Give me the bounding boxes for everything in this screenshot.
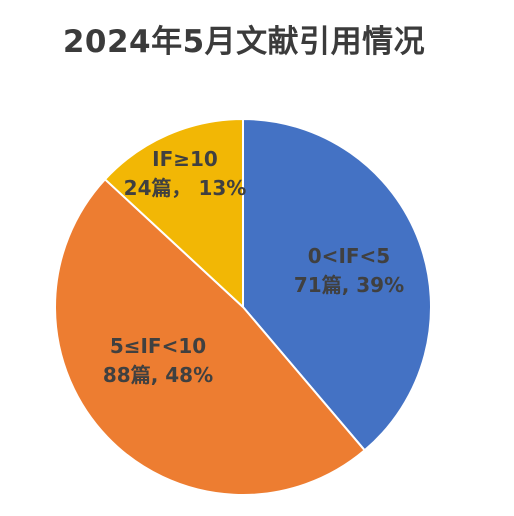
slice-category-label: 0<IF<5 <box>308 244 390 268</box>
pie-labels: 0<IF<5 71篇, 39% 5≤IF<10 88篇, 48% IF≥10 24篇， 1… <box>103 147 404 387</box>
pie-slice-ifge10 <box>104 118 244 308</box>
chart-title: 2024年5月文献引用情况 <box>62 24 426 60</box>
slice-category-label: IF≥10 <box>152 147 218 171</box>
pie-slices <box>54 118 432 496</box>
pie-slice-0ltiflt5 <box>242 118 432 452</box>
slice-value-label: 71篇, 39% <box>294 273 404 297</box>
slice-value-label: 24篇， 13% <box>124 176 247 200</box>
slice-category-label: 5≤IF<10 <box>110 334 206 358</box>
slice-value-label: 88篇, 48% <box>103 363 213 387</box>
pie-slice-5leiflt10 <box>54 178 366 496</box>
